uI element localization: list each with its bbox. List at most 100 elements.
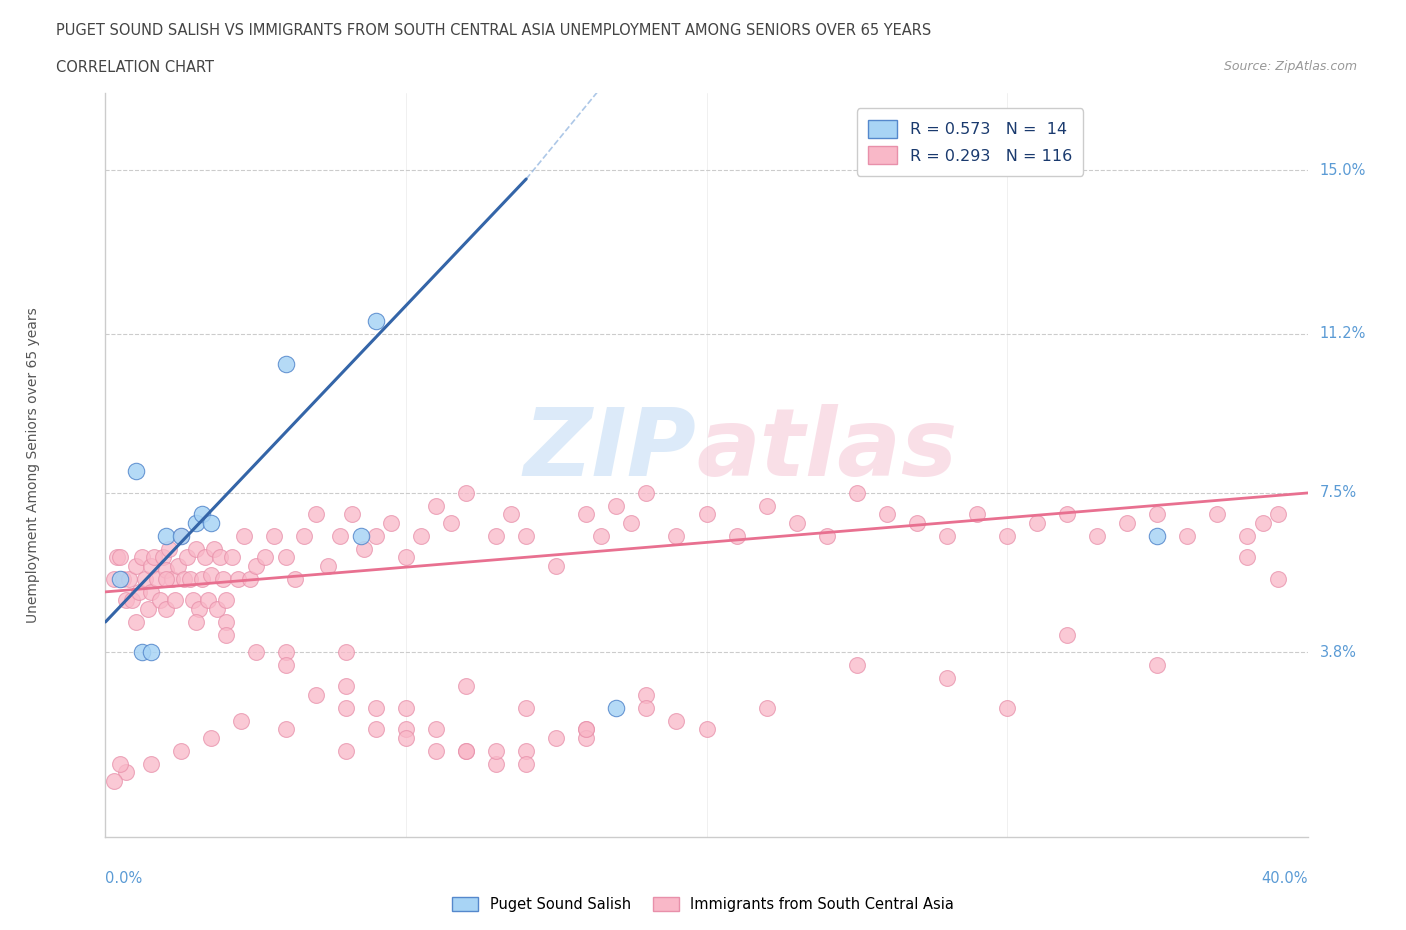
Point <box>329 528 352 543</box>
Point <box>755 700 778 715</box>
Point <box>110 572 132 587</box>
Point <box>485 528 508 543</box>
Point <box>155 572 177 587</box>
Point <box>214 615 236 630</box>
Point <box>515 756 537 771</box>
Point <box>184 615 207 630</box>
Point <box>305 507 328 522</box>
Point <box>274 722 297 737</box>
Point <box>131 550 153 565</box>
Point <box>200 567 222 582</box>
Point <box>103 774 125 789</box>
Legend: Puget Sound Salish, Immigrants from South Central Asia: Puget Sound Salish, Immigrants from Sout… <box>446 891 960 918</box>
Point <box>184 541 207 556</box>
Point <box>335 744 357 759</box>
Point <box>605 700 627 715</box>
Point <box>200 731 222 746</box>
Point <box>124 464 146 479</box>
Point <box>995 528 1018 543</box>
Text: 0.0%: 0.0% <box>105 871 142 886</box>
Point <box>169 528 191 543</box>
Point <box>364 722 387 737</box>
Point <box>1236 528 1258 543</box>
Point <box>226 572 249 587</box>
Point <box>340 507 363 522</box>
Point <box>305 687 328 702</box>
Point <box>755 498 778 513</box>
Point <box>876 507 898 522</box>
Point <box>173 572 195 587</box>
Point <box>181 593 204 608</box>
Point <box>454 485 477 500</box>
Point <box>515 528 537 543</box>
Point <box>364 313 387 328</box>
Point <box>166 559 188 574</box>
Point <box>274 644 297 659</box>
Point <box>163 593 186 608</box>
Text: Unemployment Among Seniors over 65 years: Unemployment Among Seniors over 65 years <box>27 307 41 623</box>
Point <box>1146 658 1168 672</box>
Point <box>274 356 297 371</box>
Point <box>139 584 162 599</box>
Point <box>636 687 658 702</box>
Text: Source: ZipAtlas.com: Source: ZipAtlas.com <box>1223 60 1357 73</box>
Point <box>239 572 262 587</box>
Point <box>316 559 339 574</box>
Point <box>214 593 236 608</box>
Point <box>409 528 432 543</box>
Point <box>1146 507 1168 522</box>
Point <box>124 615 146 630</box>
Point <box>157 541 180 556</box>
Point <box>936 671 959 685</box>
Point <box>197 593 219 608</box>
Point <box>139 644 162 659</box>
Point <box>208 550 231 565</box>
Text: PUGET SOUND SALISH VS IMMIGRANTS FROM SOUTH CENTRAL ASIA UNEMPLOYMENT AMONG SENI: PUGET SOUND SALISH VS IMMIGRANTS FROM SO… <box>56 23 932 38</box>
Point <box>128 584 150 599</box>
Point <box>112 572 135 587</box>
Point <box>245 644 267 659</box>
Point <box>364 700 387 715</box>
Point <box>184 515 207 530</box>
Point <box>364 528 387 543</box>
Point <box>1267 507 1289 522</box>
Text: 11.2%: 11.2% <box>1320 326 1367 341</box>
Point <box>995 700 1018 715</box>
Point <box>148 593 170 608</box>
Point <box>591 528 613 543</box>
Point <box>232 528 254 543</box>
Point <box>155 528 177 543</box>
Point <box>936 528 959 543</box>
Point <box>211 572 233 587</box>
Point <box>335 644 357 659</box>
Point <box>263 528 285 543</box>
Point <box>515 744 537 759</box>
Point <box>131 644 153 659</box>
Point <box>121 593 143 608</box>
Point <box>169 744 191 759</box>
Point <box>485 744 508 759</box>
Point <box>845 658 868 672</box>
Point <box>110 550 132 565</box>
Point <box>395 700 418 715</box>
Point <box>124 559 146 574</box>
Point <box>350 528 373 543</box>
Point <box>179 572 201 587</box>
Point <box>214 628 236 643</box>
Point <box>575 722 598 737</box>
Point <box>1056 628 1078 643</box>
Point <box>136 602 159 617</box>
Point <box>395 550 418 565</box>
Point <box>115 765 138 780</box>
Point <box>229 713 252 728</box>
Point <box>440 515 463 530</box>
Point <box>1206 507 1229 522</box>
Point <box>575 507 598 522</box>
Point <box>115 593 138 608</box>
Point <box>292 528 315 543</box>
Point <box>454 744 477 759</box>
Point <box>1236 550 1258 565</box>
Legend: R = 0.573   N =  14, R = 0.293   N = 116: R = 0.573 N = 14, R = 0.293 N = 116 <box>858 109 1083 176</box>
Point <box>274 550 297 565</box>
Point <box>620 515 643 530</box>
